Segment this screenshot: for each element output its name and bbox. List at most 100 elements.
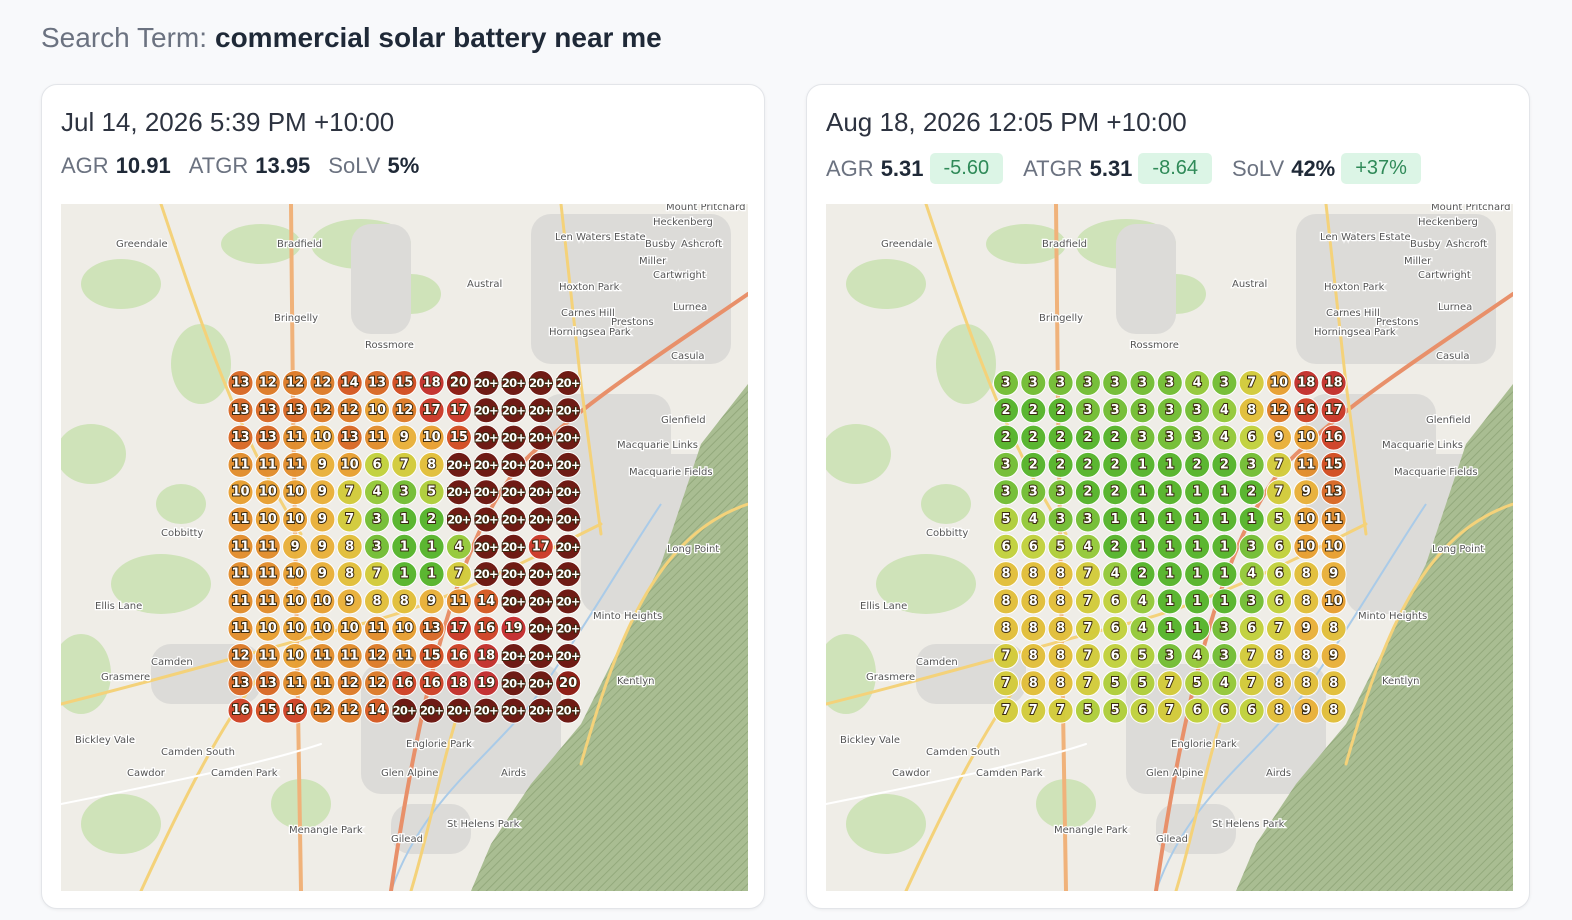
rank-pin [445, 588, 472, 615]
rank-value: 13 [286, 403, 304, 418]
map-place-label: Busby [645, 239, 676, 250]
rank-pin [1102, 697, 1129, 724]
rank-pin [993, 506, 1019, 533]
rank-value: 9 [1329, 567, 1338, 582]
rank-value: 8 [1029, 676, 1038, 691]
rank-value: 9 [1302, 703, 1311, 718]
rank-value: 9 [1302, 621, 1311, 636]
rank-pin [500, 533, 527, 560]
road [1154, 292, 1513, 891]
rank-value: 2 [1247, 485, 1256, 500]
rank-pin [1047, 370, 1074, 396]
rank-pin [1156, 615, 1183, 642]
rank-value: 12 [368, 676, 386, 691]
map-place-label: Rossmore [365, 340, 414, 351]
rank-value: 2 [427, 512, 436, 527]
metric-label: ATGR [1023, 155, 1083, 181]
map-place-label: Glen Alpine [1146, 768, 1203, 779]
rank-pin [1320, 615, 1347, 642]
rank-value: 16 [450, 649, 468, 664]
rank-pin [1129, 479, 1156, 506]
park-area [156, 484, 206, 524]
rank-value: 6 [1138, 703, 1147, 718]
rank-pin [1238, 397, 1265, 424]
map-place-label: Airds [1266, 768, 1291, 779]
rank-value: 7 [1083, 594, 1092, 609]
rank-value: 20+ [502, 540, 525, 554]
rank-value: 8 [1029, 621, 1038, 636]
rank-value: 10 [286, 485, 304, 500]
rank-pin [1102, 561, 1129, 588]
rank-value: 8 [345, 567, 354, 582]
rank-pin [1020, 397, 1047, 424]
rank-pin [473, 506, 500, 533]
park-area [61, 424, 126, 484]
park-area [846, 259, 926, 309]
rank-value: 18 [477, 649, 495, 664]
rank-value: 8 [1302, 594, 1311, 609]
rank-pin [364, 615, 390, 642]
rank-value: 3 [1165, 430, 1174, 445]
rank-value: 10 [341, 621, 359, 636]
rank-pin [473, 533, 500, 560]
rank-value: 20+ [447, 485, 470, 499]
rank-value: 18 [423, 376, 441, 391]
rank-pin [993, 370, 1019, 396]
rank-pin [1129, 643, 1156, 669]
rank-value: 5 [1111, 703, 1120, 718]
rank-value: 1 [1193, 567, 1202, 582]
rank-value: 5 [427, 485, 436, 500]
rank-pin [500, 588, 527, 615]
map-place-label: Glenfield [1426, 415, 1471, 426]
rank-pin [1184, 533, 1211, 560]
rank-value: 7 [1247, 649, 1256, 664]
rank-value: 1 [1220, 594, 1229, 609]
rank-pin [1266, 643, 1292, 669]
rank-pin [993, 397, 1019, 424]
rank-value: 5 [1001, 512, 1010, 527]
rank-pin [1102, 588, 1129, 615]
rank-value: 1 [1220, 512, 1229, 527]
rank-value: 16 [477, 621, 495, 636]
map-place-label: Cobbitty [926, 528, 968, 539]
rank-value: 5 [1274, 512, 1283, 527]
rank-value: 18 [450, 676, 468, 691]
rank-pin [1047, 506, 1074, 533]
rank-pin [1047, 615, 1074, 642]
rank-value: 5 [1138, 676, 1147, 691]
map-place-label: Kentlyn [1382, 676, 1420, 687]
rank-value: 20+ [556, 594, 579, 608]
rank-pin [1156, 533, 1183, 560]
rank-pin [418, 615, 445, 642]
rank-pin [336, 615, 363, 642]
rank-value: 10 [286, 567, 304, 582]
rank-pin [1266, 670, 1292, 697]
rank-pin [309, 561, 336, 588]
rank-value: 9 [400, 430, 409, 445]
rank-pin [473, 561, 500, 588]
rank-pin [254, 424, 281, 451]
metric-value: 13.95 [255, 153, 311, 178]
rank-value: 4 [1220, 430, 1229, 445]
rank-pin [1047, 697, 1074, 724]
rank-value: 10 [259, 512, 277, 527]
map-place-label: Mount Pritchard [1431, 204, 1510, 213]
rank-pin [254, 561, 281, 588]
rank-value: 8 [1329, 676, 1338, 691]
rank-value: 7 [1274, 457, 1283, 472]
rank-value: 20+ [556, 513, 579, 527]
rank-pin [1074, 533, 1101, 560]
rank-value: 4 [1138, 621, 1147, 636]
rank-value: 14 [368, 703, 386, 718]
rank-value: 16 [1297, 403, 1315, 418]
rank-value: 6 [1029, 539, 1038, 554]
rank-pin [1266, 370, 1292, 396]
rank-value: 7 [1083, 621, 1092, 636]
rank-value: 13 [231, 376, 249, 391]
scan-card: Jul 14, 2026 5:39 PM +10:00 AGR 10.91 ATGR 1… [41, 84, 765, 909]
metric-value: 10.91 [115, 153, 171, 178]
rank-value: 20+ [529, 431, 552, 445]
rank-pin [391, 643, 418, 669]
rank-pin [364, 506, 390, 533]
